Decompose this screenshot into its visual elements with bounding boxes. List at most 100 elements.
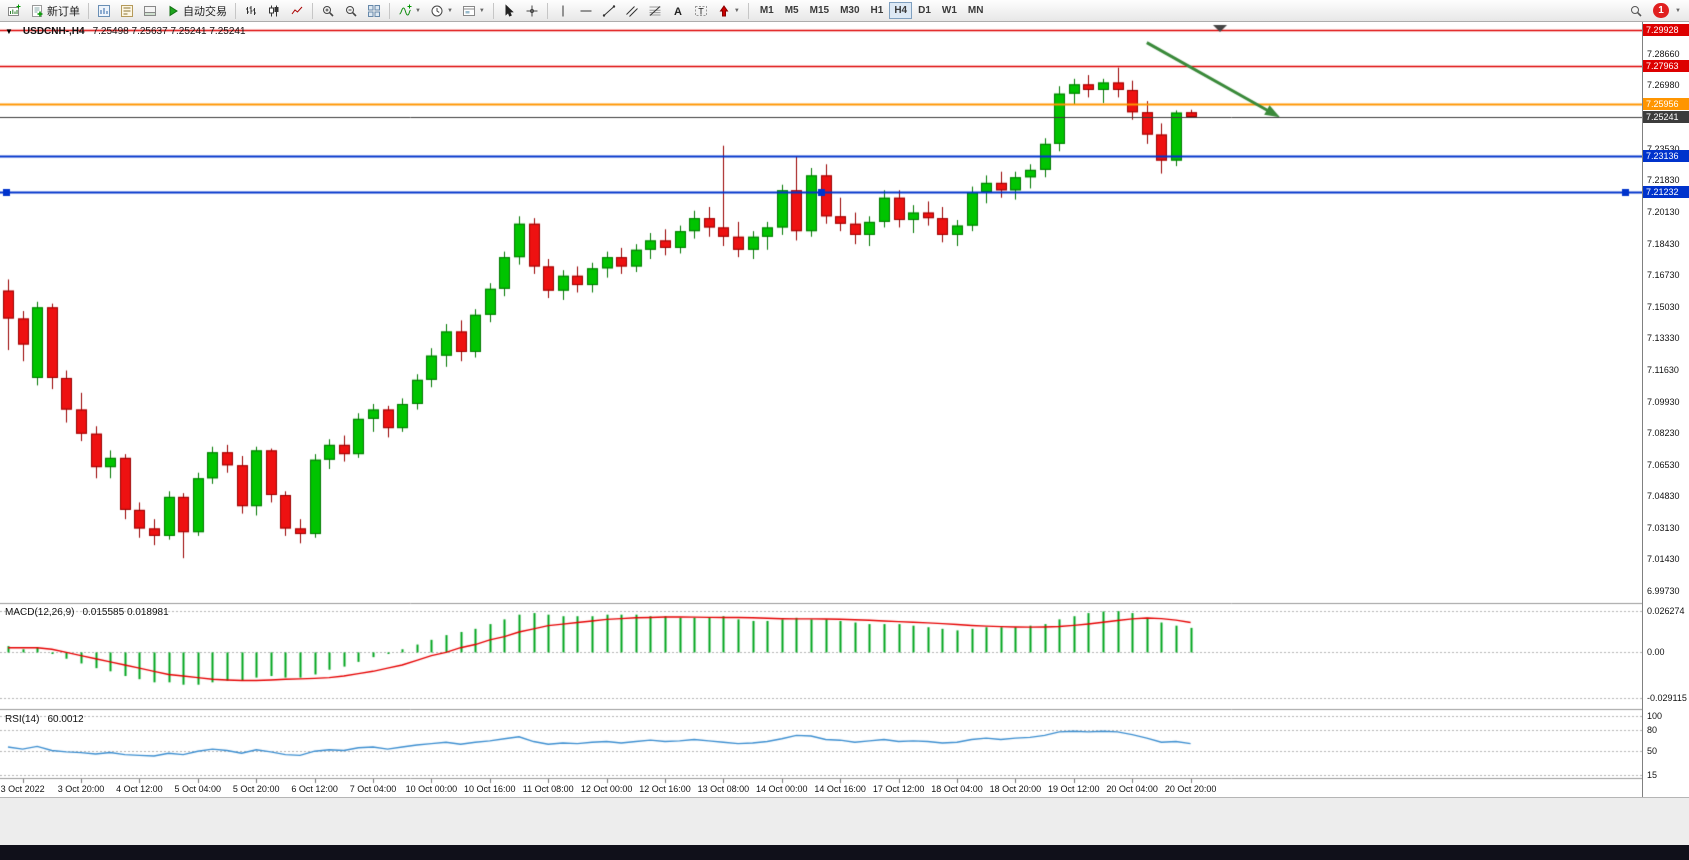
templates-button[interactable]: ▼ (458, 1, 489, 21)
timeframe-m5-button[interactable]: M5 (784, 5, 799, 16)
price-line-badge: 7.21232 (1643, 185, 1689, 198)
toolbar-right-group: 1 ▼ (1625, 1, 1686, 21)
timeframe-d1-button[interactable]: D1 (918, 5, 931, 16)
new-chart-button[interactable] (3, 1, 25, 21)
time-axis-label: 10 Oct 00:00 (405, 784, 458, 794)
price-axis-label: 7.04830 (1647, 491, 1680, 502)
time-axis-label: 11 Oct 08:00 (522, 784, 574, 794)
macd-label: MACD(12,26,9) (5, 607, 75, 618)
notification-badge[interactable]: 1 (1653, 3, 1670, 18)
time-axis-label: 20 Oct 04:00 (1106, 784, 1158, 794)
vertical-line-button[interactable] (552, 1, 574, 21)
arrows-button[interactable]: ▼ (713, 1, 744, 21)
indicators-button[interactable]: ▼ (394, 1, 425, 21)
fibonacci-button[interactable] (644, 1, 666, 21)
price-axis-label: 7.11630 (1647, 364, 1679, 375)
toolbar-separator (389, 2, 390, 19)
trendline-icon (602, 4, 616, 17)
text-label-icon: T (694, 5, 707, 16)
toolbar-overflow-caret-icon[interactable]: ▼ (1675, 7, 1681, 14)
cursor-button[interactable] (498, 1, 520, 21)
chevron-down-icon: ▼ (415, 7, 421, 14)
trendline-button[interactable] (598, 1, 620, 21)
timeframe-h1-button[interactable]: H1 (870, 5, 884, 16)
price-axis-label: 7.18430 (1647, 238, 1680, 249)
time-axis-label: 4 Oct 12:00 (116, 784, 163, 794)
line-chart-button[interactable] (286, 1, 308, 21)
chart-symbol-title: USDCNH-,H4 (22, 26, 85, 37)
svg-text:T: T (698, 6, 704, 16)
text-label-button[interactable]: T (690, 1, 712, 21)
rsi-value: 60.0012 (47, 714, 84, 725)
timeframe-w1-button[interactable]: W1 (941, 5, 957, 16)
clock-icon (431, 5, 443, 16)
price-line-badge: 7.29928 (1643, 23, 1689, 36)
text-button[interactable]: A (667, 1, 689, 21)
fibonacci-icon (649, 5, 661, 16)
bar-chart-button[interactable] (240, 1, 262, 21)
price-scale[interactable]: 7.28660 7.26980 7.23530 7.21830 7.20130 7.184… (1642, 22, 1689, 797)
price-axis-label: 7.16730 (1647, 270, 1680, 281)
line-chart-icon (291, 6, 303, 14)
search-button[interactable] (1625, 1, 1647, 21)
time-axis-label: 17 Oct 12:00 (872, 784, 925, 794)
macd-header: MACD(12,26,9) 0.015585 0.018981 (5, 607, 169, 618)
price-line-badge: 7.23136 (1643, 150, 1689, 163)
autotrading-button[interactable]: 自动交易 (162, 1, 231, 21)
templates-icon (462, 5, 475, 16)
new-order-button[interactable]: 新订单 (26, 1, 84, 21)
terminal-icon (144, 5, 156, 16)
time-axis-label: 12 Oct 16:00 (639, 784, 691, 794)
timeframe-mn-button[interactable]: MN (967, 5, 984, 16)
candlestick-chart-button[interactable] (263, 1, 285, 21)
toolbar-separator (492, 2, 494, 19)
chevron-down-icon: ▼ (733, 7, 740, 14)
new-order-icon (32, 4, 43, 17)
tile-windows-button[interactable] (363, 1, 385, 21)
zoom-out-button[interactable] (340, 1, 362, 21)
timeframe-m30-button[interactable]: M30 (840, 5, 860, 16)
zoom-in-button[interactable] (317, 1, 339, 21)
horizontal-line-icon (580, 10, 592, 11)
autotrading-play-icon (169, 5, 178, 16)
chevron-down-icon: ▼ (446, 7, 453, 14)
price-axis-label: 7.26980 (1647, 79, 1680, 90)
price-axis-label: 7.28660 (1647, 48, 1680, 59)
bar-chart-icon (246, 5, 256, 15)
time-axis-label: 7 Oct 04:00 (349, 784, 397, 794)
main-toolbar: 新订单 自动交易 (0, 0, 1689, 22)
price-axis-label: 7.13330 (1647, 333, 1680, 344)
timeframe-h4-button[interactable]: H4 (889, 2, 913, 19)
rsi-axis-label: 15 (1647, 769, 1658, 780)
autotrading-label: 自动交易 (183, 5, 227, 18)
price-axis-label: 7.23530 (1647, 143, 1680, 154)
time-axis-label: 6 Oct 12:00 (291, 784, 338, 794)
price-axis-label: 7.03130 (1647, 522, 1680, 533)
navigator-button[interactable] (116, 1, 138, 21)
crosshair-button[interactable] (521, 1, 543, 21)
timeframe-toolbar: M1 M5 M15 M30 H1 H4 D1 W1 MN (755, 2, 989, 19)
navigator-icon (121, 4, 133, 17)
channel-button[interactable] (621, 1, 643, 21)
price-axis-label: 7.15030 (1647, 301, 1680, 312)
timeframe-m1-button[interactable]: M1 (759, 5, 774, 16)
time-axis-label: 13 Oct 08:00 (697, 784, 750, 794)
taskbar-strip (0, 845, 1689, 860)
price-axis-label: 7.21830 (1647, 175, 1680, 186)
indicators-icon (399, 4, 412, 16)
time-axis-label: 10 Oct 16:00 (464, 784, 516, 794)
price-chart-canvas[interactable] (0, 22, 1642, 797)
periods-button[interactable]: ▼ (426, 1, 457, 21)
new-chart-icon (8, 4, 21, 16)
macd-values: 0.015585 0.018981 (82, 607, 169, 618)
market-watch-button[interactable] (93, 1, 115, 21)
price-axis-label: 7.01430 (1647, 554, 1680, 565)
time-axis-label: 5 Oct 20:00 (232, 784, 280, 794)
one-click-trading-toggle[interactable]: ▼ (5, 27, 13, 36)
macd-axis-label: 0.026274 (1647, 606, 1685, 617)
horizontal-line-button[interactable] (575, 1, 597, 21)
terminal-button[interactable] (139, 1, 161, 21)
price-axis-label: 7.20130 (1647, 207, 1680, 218)
timeframe-m15-button[interactable]: M15 (809, 5, 830, 16)
